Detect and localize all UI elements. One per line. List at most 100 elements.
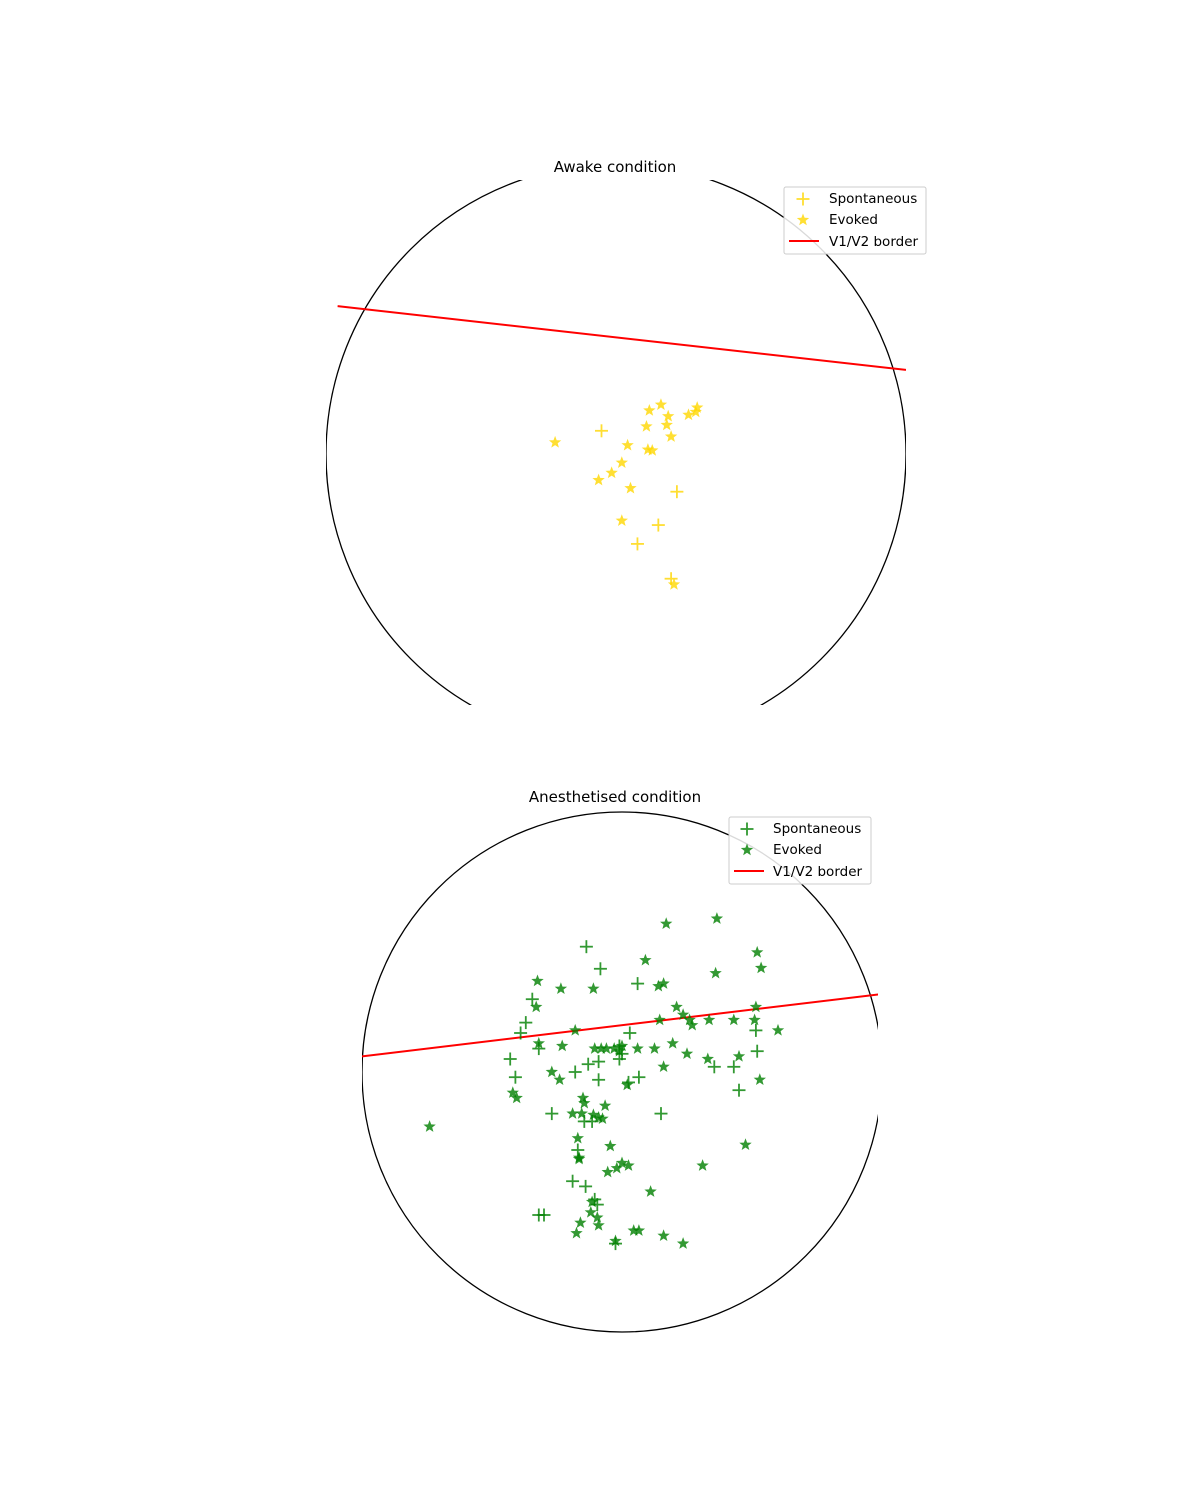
anesthetised-spontaneous-point-34 (537, 1208, 551, 1222)
anesthetised-evoked-point-62 (591, 1211, 604, 1223)
anesthetised-evoked-point-36 (532, 1036, 545, 1049)
awake-legend-box (783, 186, 927, 255)
anesthetised-evoked-point-28 (615, 1039, 629, 1052)
anesthetised-evoked-point-53 (604, 1139, 617, 1152)
awake-evoked-point-16 (624, 481, 637, 494)
anesthetised-evoked-point-66 (609, 1234, 622, 1247)
anesthetised-evoked-point-10 (587, 982, 600, 995)
anesthetised-spontaneous-point-1 (593, 962, 607, 976)
anesthetised-evoked-point-38 (545, 1065, 558, 1078)
anesthetised-legend-border-label: V1/V2 border (773, 864, 863, 880)
anesthetised-evoked-point-51 (566, 1107, 579, 1119)
anesthetised-spontaneous-point-16 (592, 1073, 606, 1087)
awake-panel: Awake condition Spontaneous Evoked V1/V2… (326, 158, 927, 705)
anesthetised-evoked-point-23 (588, 1042, 601, 1054)
anesthetised-spontaneous-point-7 (503, 1052, 517, 1066)
anesthetised-spontaneous-point-24 (727, 1060, 741, 1074)
anesthetised-evoked-point-52 (571, 1131, 584, 1144)
awake-evoked-point-0 (548, 435, 562, 448)
anesthetised-spontaneous-point-4 (519, 1016, 533, 1030)
anesthetised-spontaneous-point-8 (508, 1070, 522, 1084)
awake-evoked-point-15 (682, 408, 695, 421)
anesthetised-panel: Anesthetised condition Spontaneous Evoke… (362, 788, 878, 1333)
anesthetised-legend-spontaneous-label: Spontaneous (773, 821, 861, 837)
anesthetised-evoked-point-44 (598, 1099, 612, 1112)
awake-spontaneous-point-2 (651, 518, 665, 532)
awake-evoked-point-7 (640, 419, 653, 432)
anesthetised-spontaneous-point-20 (545, 1107, 559, 1121)
anesthetised-spontaneous-point-11 (623, 1026, 637, 1040)
anesthetised-evoked-point-16 (702, 1013, 716, 1026)
awake-legend-plus-symbol (796, 192, 810, 206)
anesthetised-spontaneous-point-5 (514, 1026, 528, 1040)
anesthetised-evoked-point-60 (584, 1205, 597, 1218)
anesthetised-legend-box (728, 816, 872, 885)
anesthetised-evoked-point-67 (627, 1224, 640, 1236)
anesthetised-evoked-point-40 (506, 1086, 519, 1099)
anesthetised-evoked-point-41 (510, 1091, 523, 1104)
anesthetised-evoked-point-32 (666, 1036, 679, 1049)
anesthetised-evoked-point-43 (578, 1096, 591, 1109)
awake-data-marks (337, 305, 906, 590)
anesthetised-evoked-point-46 (657, 1060, 670, 1073)
anesthetised-evoked-point-64 (574, 1216, 587, 1229)
anesthetised-evoked-point-6 (657, 977, 670, 989)
anesthetised-spontaneous-point-23 (571, 1143, 585, 1157)
anesthetised-data-marks (362, 912, 878, 1251)
awake-legend-spontaneous-marker (796, 192, 810, 206)
awake-evoked-point-17 (615, 514, 628, 526)
anesthetised-evoked-point-26 (608, 1042, 621, 1054)
anesthetised-evoked-point-25 (600, 1042, 613, 1054)
anesthetised-spontaneous-point-30 (579, 1179, 593, 1193)
anesthetised-spontaneous-point-10 (568, 1065, 582, 1079)
anesthetised-evoked-point-24 (595, 1042, 608, 1054)
anesthetised-evoked-point-73 (423, 1120, 436, 1132)
anesthetised-evoked-point-71 (739, 1138, 752, 1151)
anesthetised-spontaneous-point-28 (749, 1023, 763, 1037)
awake-evoked-point-4 (621, 438, 634, 451)
anesthetised-evoked-point-13 (676, 1008, 690, 1021)
awake-spontaneous-point-3 (630, 537, 644, 551)
anesthetised-legend-plus-symbol (740, 822, 754, 836)
anesthetised-evoked-point-3 (754, 961, 768, 974)
anesthetised-legend: Spontaneous Evoked V1/V2 border (728, 816, 872, 885)
awake-evoked-point-1 (592, 473, 605, 486)
anesthetised-evoked-point-15 (686, 1018, 699, 1031)
awake-panel-title: Awake condition (554, 158, 677, 176)
awake-evoked-point-13 (689, 405, 702, 418)
anesthetised-evoked-point-74 (601, 1165, 614, 1178)
awake-spontaneous-point-1 (670, 485, 684, 499)
anesthetised-evoked-point-20 (653, 1013, 666, 1026)
anesthetised-evoked-point-35 (753, 1073, 766, 1086)
anesthetised-evoked-point-9 (554, 982, 568, 995)
anesthetised-spontaneous-point-25 (707, 1060, 721, 1074)
anesthetised-evoked-point-34 (732, 1049, 746, 1062)
anesthetised-evoked-point-19 (749, 1000, 763, 1013)
anesthetised-evoked-point-68 (632, 1224, 646, 1236)
anesthetised-spontaneous-point-18 (632, 1070, 646, 1084)
anesthetised-spontaneous-point-2 (631, 977, 645, 991)
anesthetised-evoked-point-59 (644, 1185, 657, 1197)
anesthetised-spontaneous-point-26 (750, 1044, 764, 1058)
awake-legend-border-label: V1/V2 border (829, 234, 919, 250)
awake-evoked-point-10 (662, 409, 675, 422)
anesthetised-legend-spontaneous-marker (740, 822, 754, 836)
anesthetised-spontaneous-point-27 (732, 1083, 746, 1097)
anesthetised-spontaneous-point-0 (579, 940, 593, 954)
awake-legend-evoked-marker (796, 213, 810, 226)
anesthetised-evoked-point-65 (570, 1226, 583, 1239)
anesthetised-evoked-point-63 (592, 1218, 605, 1231)
anesthetised-evoked-point-1 (710, 912, 724, 924)
anesthetised-spontaneous-point-13 (592, 1055, 606, 1069)
anesthetised-evoked-point-69 (657, 1229, 670, 1242)
anesthetised-evoked-point-17 (727, 1013, 740, 1026)
anesthetised-evoked-point-61 (585, 1195, 599, 1208)
anesthetised-evoked-point-55 (572, 1152, 586, 1165)
awake-evoked-point-11 (660, 418, 673, 431)
anesthetised-evoked-point-29 (631, 1042, 644, 1054)
anesthetised-evoked-point-48 (587, 1108, 600, 1121)
anesthetised-spontaneous-point-3 (525, 992, 539, 1006)
anesthetised-evoked-point-7 (652, 979, 665, 992)
anesthetised-evoked-point-70 (676, 1237, 690, 1249)
